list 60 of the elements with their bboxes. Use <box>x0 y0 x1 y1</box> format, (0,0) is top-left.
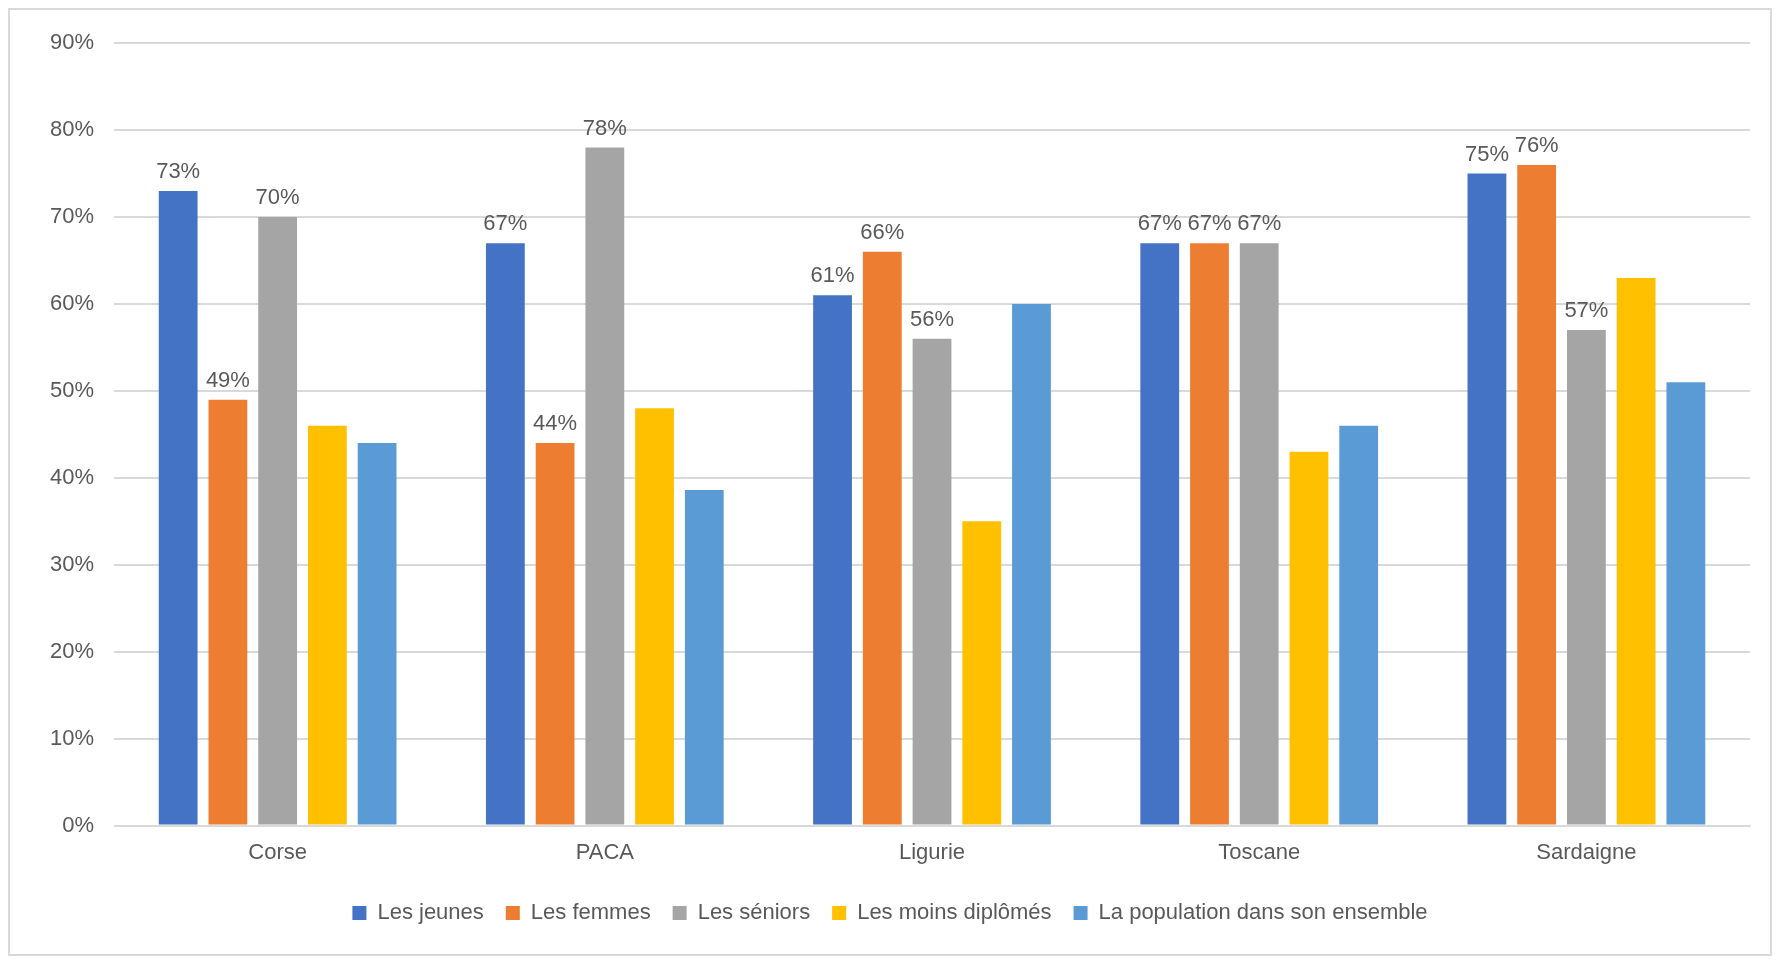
bar <box>1666 382 1706 825</box>
bar <box>357 443 397 825</box>
bar <box>1289 451 1329 825</box>
bar <box>258 217 298 825</box>
bar <box>535 443 575 825</box>
data-label: 61% <box>810 262 855 288</box>
y-tick-label: 70% <box>49 203 95 229</box>
bar <box>307 425 347 825</box>
legend-label: Les moins diplômés <box>857 899 1052 925</box>
bar <box>1190 243 1229 825</box>
y-tick-label: 10% <box>49 724 95 750</box>
legend-label: Les femmes <box>530 899 651 925</box>
y-tick-label: 80% <box>49 116 95 142</box>
legend-label: Les jeunes <box>377 899 484 925</box>
y-tick-label: 60% <box>49 290 95 316</box>
x-tick-label: Ligurie <box>898 838 966 864</box>
x-tick-label: Corse <box>248 838 307 864</box>
data-label: 67% <box>1187 210 1232 236</box>
data-label: 67% <box>1237 210 1282 236</box>
bar <box>585 147 625 825</box>
bar <box>1339 425 1379 825</box>
legend-label: La population dans son ensemble <box>1098 899 1428 925</box>
y-tick-label: 20% <box>49 637 95 663</box>
bar <box>862 251 902 825</box>
data-label: 78% <box>582 114 627 140</box>
bar <box>485 243 525 825</box>
bar <box>1567 330 1606 825</box>
data-label: 44% <box>533 410 578 436</box>
data-label: 75% <box>1464 140 1509 166</box>
bar <box>635 408 674 825</box>
bar <box>1517 164 1557 825</box>
bar <box>684 490 724 825</box>
data-label: 67% <box>483 210 528 236</box>
data-label: 70% <box>255 184 300 210</box>
bar <box>912 338 952 825</box>
y-tick-label: 0% <box>62 811 95 837</box>
bar <box>1467 173 1507 825</box>
data-label: 57% <box>1564 297 1609 323</box>
y-tick-label: 30% <box>49 550 95 576</box>
data-label: 49% <box>205 366 250 392</box>
data-label: 66% <box>860 218 905 244</box>
data-label: 76% <box>1514 131 1559 157</box>
y-tick-label: 40% <box>49 463 95 489</box>
bar <box>1012 304 1051 825</box>
x-tick-label: PACA <box>575 838 635 864</box>
data-label: 67% <box>1137 210 1182 236</box>
y-tick-label: 90% <box>49 29 95 55</box>
data-label: 56% <box>909 305 955 331</box>
x-tick-label: Sardaigne <box>1536 838 1637 864</box>
bar <box>1140 243 1180 825</box>
bar <box>813 295 852 825</box>
y-tick-label: 50% <box>49 377 95 402</box>
x-tick-label: Toscane <box>1218 838 1301 864</box>
data-label: 73% <box>156 158 201 184</box>
bar <box>208 399 248 825</box>
legend-label: Les séniors <box>697 899 811 925</box>
bar <box>1616 277 1656 825</box>
bar <box>158 190 198 825</box>
bar <box>1239 243 1279 825</box>
bar <box>962 521 1002 825</box>
